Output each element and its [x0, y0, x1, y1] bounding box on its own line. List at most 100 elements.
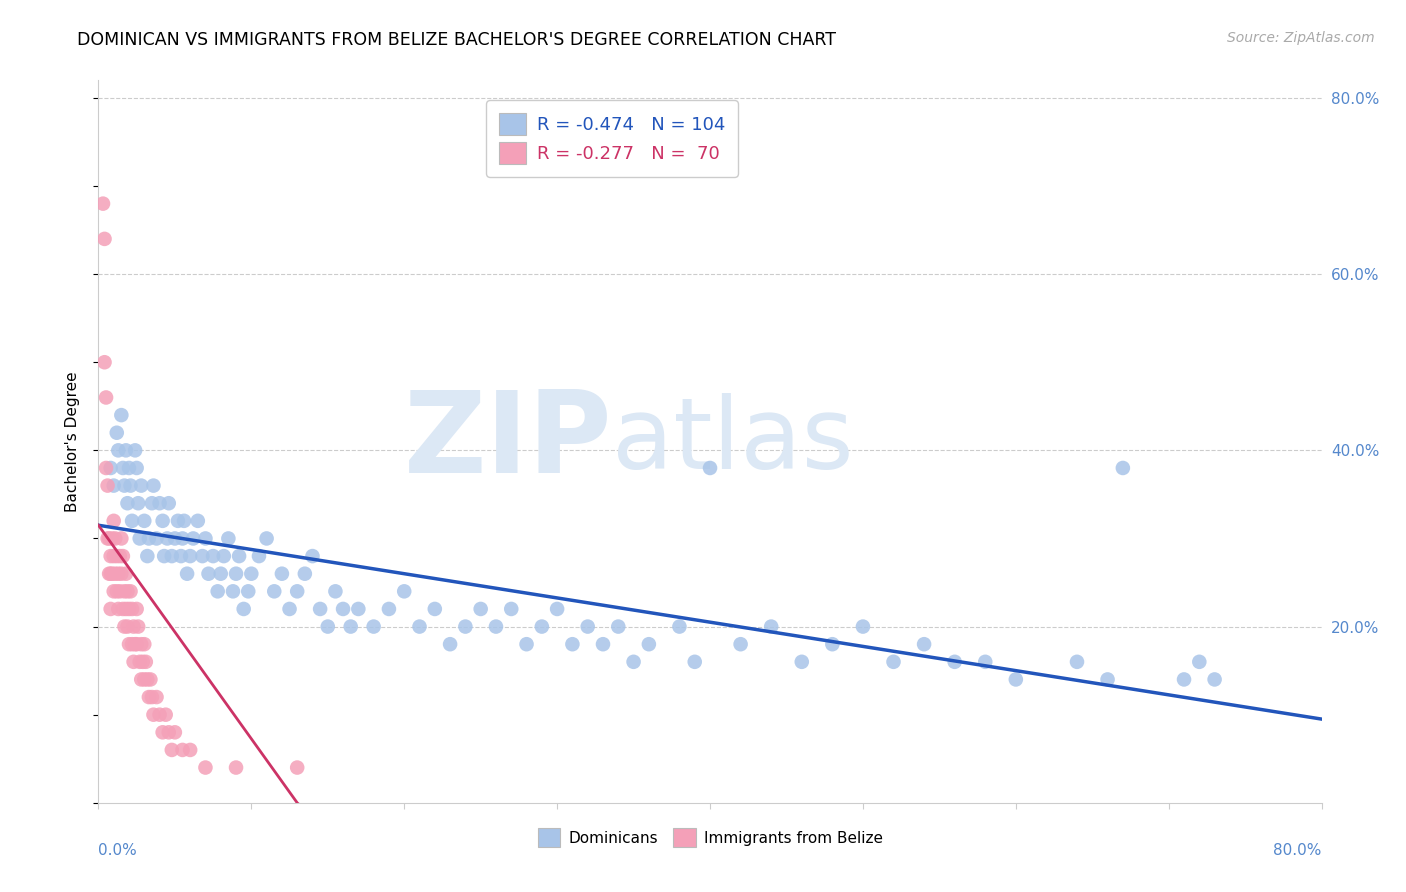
Text: 0.0%: 0.0% [98, 843, 138, 857]
Point [100, 461, 122, 475]
Point [125, 461, 148, 475]
Point [149, 496, 172, 510]
Point [821, 637, 844, 651]
Point [883, 655, 905, 669]
Point [561, 637, 583, 651]
Point [145, 532, 167, 546]
Text: atlas: atlas [612, 393, 853, 490]
Point [124, 443, 146, 458]
Point [110, 408, 132, 422]
Point [238, 584, 260, 599]
Point [107, 566, 129, 581]
Point [179, 743, 201, 757]
Point [132, 655, 155, 669]
Point [149, 707, 172, 722]
Point [136, 673, 159, 687]
Point [170, 549, 193, 563]
Point [111, 602, 134, 616]
Point [1173, 673, 1195, 687]
Point [139, 673, 162, 687]
Point [117, 496, 139, 510]
Point [301, 549, 323, 563]
Point [263, 584, 285, 599]
Point [120, 478, 142, 492]
Point [153, 549, 176, 563]
Point [138, 690, 160, 704]
Point [852, 619, 875, 633]
Point [167, 514, 190, 528]
Point [104, 566, 127, 581]
Point [217, 532, 239, 546]
Point [134, 637, 156, 651]
Point [454, 619, 477, 633]
Point [974, 655, 997, 669]
Point [194, 760, 217, 774]
Point [100, 566, 122, 581]
Legend: Dominicans, Immigrants from Belize: Dominicans, Immigrants from Belize [531, 822, 889, 853]
Point [501, 602, 523, 616]
Point [118, 602, 141, 616]
Point [225, 760, 247, 774]
Point [1188, 655, 1211, 669]
Point [247, 549, 270, 563]
Text: 80.0%: 80.0% [1274, 843, 1322, 857]
Point [172, 743, 194, 757]
Text: Source: ZipAtlas.com: Source: ZipAtlas.com [1227, 31, 1375, 45]
Point [112, 584, 135, 599]
Point [115, 602, 138, 616]
Point [278, 602, 301, 616]
Point [103, 549, 125, 563]
Point [108, 584, 131, 599]
Point [127, 496, 149, 510]
Point [1066, 655, 1088, 669]
Point [699, 461, 721, 475]
Point [112, 478, 135, 492]
Point [107, 602, 129, 616]
Point [225, 566, 247, 581]
Point [94, 461, 117, 475]
Point [172, 532, 194, 546]
Point [1204, 673, 1226, 687]
Point [127, 619, 149, 633]
Point [97, 532, 120, 546]
Point [943, 655, 966, 669]
Point [115, 566, 138, 581]
Point [118, 461, 141, 475]
Point [181, 532, 204, 546]
Point [408, 619, 430, 633]
Point [363, 619, 385, 633]
Point [128, 532, 150, 546]
Point [439, 637, 461, 651]
Point [121, 637, 143, 651]
Point [485, 619, 508, 633]
Point [576, 619, 599, 633]
Point [592, 637, 614, 651]
Point [141, 496, 163, 510]
Point [240, 566, 263, 581]
Point [197, 566, 219, 581]
Point [121, 514, 143, 528]
Point [103, 514, 125, 528]
Point [1097, 673, 1119, 687]
Point [125, 637, 148, 651]
Point [129, 478, 152, 492]
Point [129, 673, 152, 687]
Point [152, 725, 174, 739]
Point [730, 637, 752, 651]
Point [332, 602, 354, 616]
Point [228, 549, 250, 563]
Y-axis label: Bachelor's Degree: Bachelor's Degree [65, 371, 80, 512]
Point [1112, 461, 1135, 475]
Point [101, 566, 124, 581]
Point [101, 532, 124, 546]
Point [122, 655, 145, 669]
Point [1004, 673, 1026, 687]
Point [121, 602, 143, 616]
Point [125, 602, 148, 616]
Point [103, 584, 125, 599]
Point [546, 602, 568, 616]
Point [212, 549, 235, 563]
Point [256, 532, 278, 546]
Point [97, 478, 120, 492]
Point [98, 532, 121, 546]
